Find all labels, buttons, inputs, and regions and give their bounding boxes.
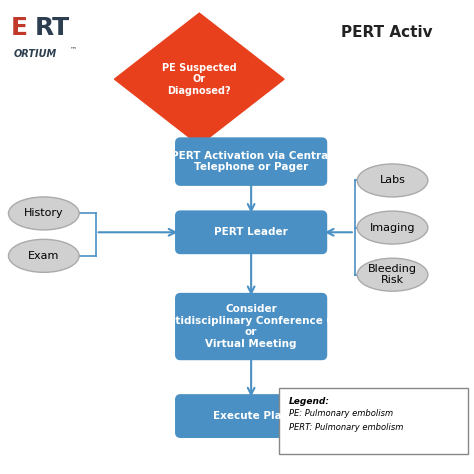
FancyBboxPatch shape [176, 395, 327, 438]
Ellipse shape [357, 211, 428, 244]
Text: Bleeding
Risk: Bleeding Risk [368, 264, 417, 285]
Text: PERT Activ: PERT Activ [341, 25, 432, 40]
Text: PERT Leader: PERT Leader [214, 228, 288, 237]
Text: PE Suspected
Or
Diagnosed?: PE Suspected Or Diagnosed? [162, 63, 237, 96]
Text: History: History [24, 209, 64, 219]
FancyBboxPatch shape [279, 388, 468, 454]
Text: PERT Activation via Central
Telephone or Pager: PERT Activation via Central Telephone or… [171, 151, 332, 173]
Text: Consider
Multidisciplinary Conference Call
or
Virtual Meeting: Consider Multidisciplinary Conference Ca… [154, 304, 348, 349]
FancyBboxPatch shape [176, 138, 327, 185]
Text: RT: RT [35, 16, 70, 39]
Polygon shape [115, 13, 284, 145]
Text: E: E [11, 16, 28, 39]
FancyBboxPatch shape [176, 211, 327, 254]
FancyBboxPatch shape [176, 293, 327, 359]
Text: Exam: Exam [28, 251, 59, 261]
Text: PE: Pulmonary embolism: PE: Pulmonary embolism [289, 409, 393, 418]
Ellipse shape [357, 258, 428, 291]
Text: Legend:: Legend: [289, 397, 330, 406]
Ellipse shape [9, 239, 79, 273]
Ellipse shape [9, 197, 79, 230]
Text: Execute Plan: Execute Plan [213, 411, 289, 421]
Text: Labs: Labs [380, 175, 405, 185]
Text: Imaging: Imaging [370, 223, 415, 233]
Text: ™: ™ [70, 46, 77, 52]
Text: PERT: Pulmonary embolism: PERT: Pulmonary embolism [289, 423, 403, 432]
Ellipse shape [357, 164, 428, 197]
Text: ORTIUM: ORTIUM [13, 48, 56, 58]
